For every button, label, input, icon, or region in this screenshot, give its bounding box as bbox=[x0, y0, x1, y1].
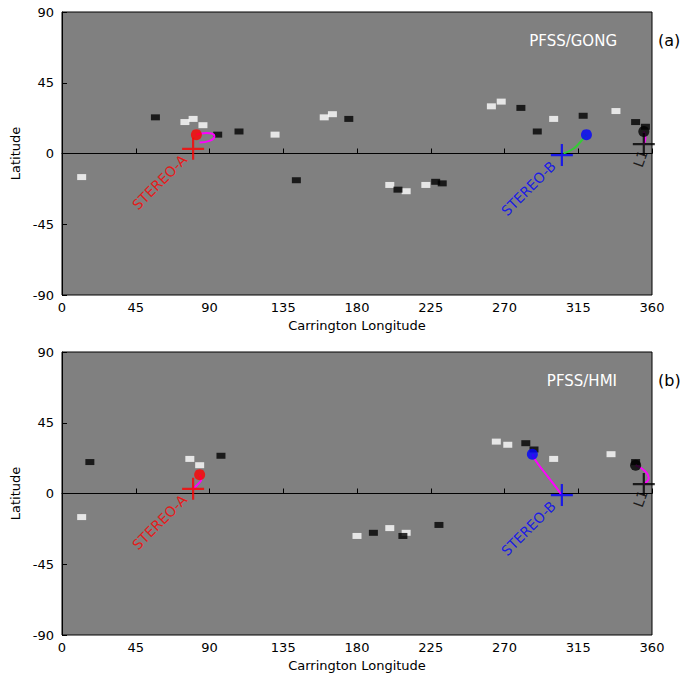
svg-text:PFSS/HMI: PFSS/HMI bbox=[547, 372, 617, 390]
svg-text:270: 270 bbox=[492, 300, 517, 315]
svg-text:45: 45 bbox=[37, 75, 54, 90]
svg-text:90: 90 bbox=[37, 345, 54, 360]
svg-text:STEREO-B: STEREO-B bbox=[498, 158, 559, 219]
svg-text:225: 225 bbox=[418, 300, 443, 315]
svg-text:L1: L1 bbox=[630, 148, 651, 169]
svg-text:-45: -45 bbox=[33, 557, 54, 572]
svg-text:315: 315 bbox=[566, 300, 591, 315]
svg-text:-45: -45 bbox=[33, 217, 54, 232]
svg-text:STEREO-B: STEREO-B bbox=[498, 498, 559, 559]
svg-text:0: 0 bbox=[46, 486, 54, 501]
svg-text:225: 225 bbox=[418, 640, 443, 655]
svg-text:315: 315 bbox=[566, 640, 591, 655]
svg-text:STEREO-A: STEREO-A bbox=[129, 151, 190, 212]
svg-text:L1: L1 bbox=[630, 488, 651, 509]
svg-text:Carrington Longitude: Carrington Longitude bbox=[288, 318, 426, 333]
svg-text:90: 90 bbox=[37, 5, 54, 20]
svg-text:-90: -90 bbox=[33, 628, 54, 643]
svg-text:0: 0 bbox=[58, 640, 66, 655]
svg-text:135: 135 bbox=[271, 300, 296, 315]
svg-text:PFSS/GONG: PFSS/GONG bbox=[529, 32, 617, 50]
svg-text:90: 90 bbox=[201, 300, 218, 315]
svg-text:Latitude: Latitude bbox=[8, 127, 23, 181]
svg-text:360: 360 bbox=[640, 640, 665, 655]
svg-text:(a): (a) bbox=[658, 31, 680, 50]
svg-text:90: 90 bbox=[201, 640, 218, 655]
svg-text:45: 45 bbox=[127, 640, 144, 655]
svg-text:Carrington Longitude: Carrington Longitude bbox=[288, 658, 426, 673]
svg-text:270: 270 bbox=[492, 640, 517, 655]
svg-text:0: 0 bbox=[58, 300, 66, 315]
svg-text:(b): (b) bbox=[658, 371, 681, 390]
svg-text:-90: -90 bbox=[33, 288, 54, 303]
svg-text:STEREO-A: STEREO-A bbox=[129, 491, 190, 552]
svg-text:180: 180 bbox=[345, 640, 370, 655]
svg-text:135: 135 bbox=[271, 640, 296, 655]
svg-text:0: 0 bbox=[46, 146, 54, 161]
svg-text:Latitude: Latitude bbox=[8, 467, 23, 521]
svg-text:45: 45 bbox=[37, 415, 54, 430]
svg-text:45: 45 bbox=[127, 300, 144, 315]
svg-text:180: 180 bbox=[345, 300, 370, 315]
svg-text:360: 360 bbox=[640, 300, 665, 315]
